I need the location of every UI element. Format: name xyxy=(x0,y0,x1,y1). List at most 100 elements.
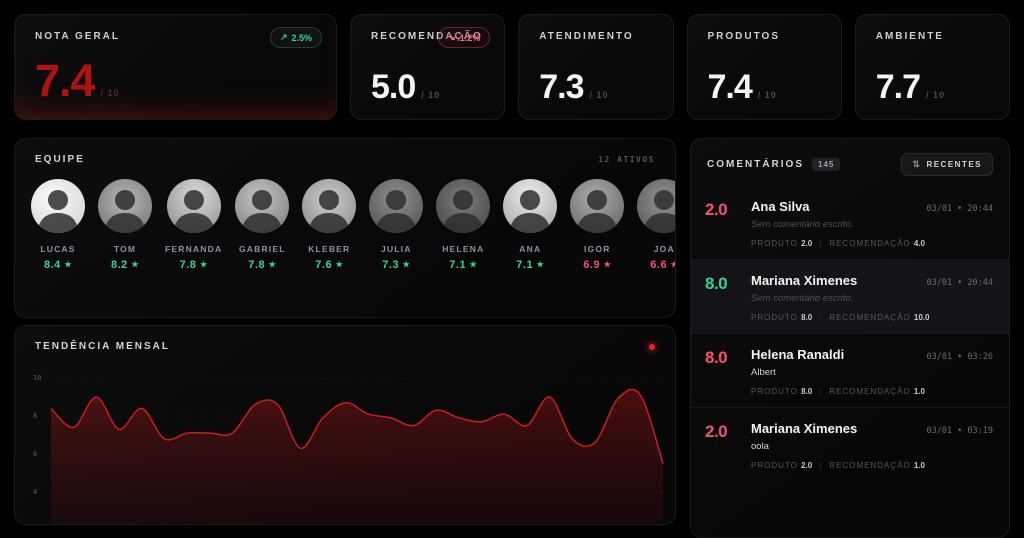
sort-button-label: RECENTES xyxy=(926,160,982,169)
person-icon xyxy=(38,190,78,233)
kpi-card: AMBIENTE 7.7 / 10 xyxy=(854,14,1010,120)
comment-recomendacao: RECOMENDAÇÃO 10.0 xyxy=(829,313,929,322)
meta-divider: | xyxy=(819,387,823,396)
kpi-trend-badge: ↘ 1.2% xyxy=(438,27,491,48)
comment-item[interactable]: 2.0 Ana Silva 03/01 • 20:44 Sem comentár… xyxy=(691,186,1009,259)
recomendacao-label: RECOMENDAÇÃO xyxy=(829,461,911,470)
member-avatar xyxy=(235,179,290,233)
trend-panel: TENDÊNCIA MENSAL 10 8 6 4 xyxy=(14,325,676,525)
kpi-label: AMBIENTE xyxy=(875,31,944,42)
kpi-badge-text: 2.5% xyxy=(291,32,312,43)
kpi-value: 5.0 xyxy=(371,68,416,106)
person-icon xyxy=(577,190,618,233)
kpi-value-suffix: / 10 xyxy=(757,90,777,100)
star-icon: ★ xyxy=(335,260,344,269)
person-icon xyxy=(242,190,283,233)
trend-panel-title: TENDÊNCIA MENSAL xyxy=(35,341,170,352)
member-avatar xyxy=(503,179,558,233)
star-icon: ★ xyxy=(469,260,478,269)
member-name: ANA xyxy=(519,244,542,254)
recomendacao-label: RECOMENDAÇÃO xyxy=(829,239,911,248)
comment-item[interactable]: 2.0 Mariana Ximenes 03/01 • 03:19 oola P… xyxy=(691,407,1009,481)
comment-score: 8.0 xyxy=(705,274,728,293)
comment-author: Ana Silva xyxy=(751,199,810,214)
team-member[interactable]: HELENA 7.1 ★ xyxy=(436,179,491,271)
comment-recomendacao: RECOMENDAÇÃO 1.0 xyxy=(829,387,925,396)
recomendacao-value: 1.0 xyxy=(913,461,925,470)
star-icon: ★ xyxy=(199,260,208,269)
member-score-value: 6.9 xyxy=(583,259,601,271)
meta-divider: | xyxy=(819,239,823,248)
kpi-value: 7.7 xyxy=(875,68,921,106)
recomendacao-label: RECOMENDAÇÃO xyxy=(829,313,911,322)
member-name: JULIA xyxy=(381,244,412,254)
trend-legend-dot-icon xyxy=(649,343,655,350)
recomendacao-value: 10.0 xyxy=(913,313,930,322)
member-score: 7.6 ★ xyxy=(315,259,343,271)
trend-chart: 10 8 6 4 xyxy=(33,374,664,524)
produto-label: PRODUTO xyxy=(751,313,798,322)
recomendacao-value: 4.0 xyxy=(913,239,925,248)
kpi-card: RECOMENDAÇÃO ↘ 1.2% 5.0 / 10 xyxy=(350,14,506,120)
trend-line xyxy=(50,388,664,464)
team-member[interactable]: GABRIEL 7.8 ★ xyxy=(235,179,290,271)
comment-author: Helena Ranaldi xyxy=(751,347,845,362)
comment-item[interactable]: 8.0 Mariana Ximenes 03/01 • 20:44 Sem co… xyxy=(691,259,1009,333)
produto-value: 8.0 xyxy=(801,313,813,322)
member-score: 7.8 ★ xyxy=(248,259,276,271)
person-icon xyxy=(644,190,675,233)
member-name: JOA xyxy=(653,244,675,254)
team-member[interactable]: FERNANDA 7.8 ★ xyxy=(165,179,222,271)
comment-author: Mariana Ximenes xyxy=(751,421,858,436)
team-member[interactable]: JOA 6.6 ★ xyxy=(637,179,675,271)
team-panel: EQUIPE 12 ATIVOS LUCAS 8.4 ★ TOM 8.2 ★ xyxy=(14,138,676,318)
team-member-list: LUCAS 8.4 ★ TOM 8.2 ★ FERNANDA 7.8 ★ xyxy=(15,165,675,271)
kpi-label: NOTA GERAL xyxy=(35,31,120,42)
member-score-value: 7.6 xyxy=(315,259,333,271)
team-member[interactable]: TOM 8.2 ★ xyxy=(98,179,152,271)
kpi-value-suffix: / 10 xyxy=(589,90,609,100)
member-name: KLEBER xyxy=(308,244,351,254)
sort-icon: ⇅ xyxy=(912,159,922,169)
comment-recomendacao: RECOMENDAÇÃO 4.0 xyxy=(829,239,925,248)
svg-text:6: 6 xyxy=(33,450,37,458)
star-icon: ★ xyxy=(671,260,675,269)
star-icon: ★ xyxy=(268,260,277,269)
member-name: TOM xyxy=(113,244,137,254)
meta-divider: | xyxy=(819,313,823,322)
comment-produto: PRODUTO 2.0 xyxy=(751,461,812,470)
comment-produto: PRODUTO 8.0 xyxy=(751,313,812,322)
star-icon: ★ xyxy=(402,260,411,269)
team-active-count: 12 ATIVOS xyxy=(598,155,655,164)
kpi-card: NOTA GERAL ↗ 2.5% 7.4 / 10 xyxy=(14,14,337,120)
team-member[interactable]: ANA 7.1 ★ xyxy=(503,179,558,271)
star-icon: ★ xyxy=(131,260,140,269)
kpi-value: 7.4 xyxy=(707,68,753,106)
produto-value: 8.0 xyxy=(801,387,813,396)
produto-label: PRODUTO xyxy=(751,239,798,248)
team-member[interactable]: KLEBER 7.6 ★ xyxy=(302,179,357,271)
comments-count-badge: 145 xyxy=(812,158,841,171)
comment-item[interactable]: 8.0 Helena Ranaldi 03/01 • 03:26 Albert … xyxy=(691,333,1009,407)
team-member[interactable]: JULIA 7.3 ★ xyxy=(369,179,424,271)
member-name: IGOR xyxy=(584,244,611,254)
member-score: 7.3 ★ xyxy=(382,259,410,271)
member-score: 8.2 ★ xyxy=(111,259,139,271)
recomendacao-label: RECOMENDAÇÃO xyxy=(829,387,911,396)
member-score: 8.4 ★ xyxy=(44,259,72,271)
produto-value: 2.0 xyxy=(801,461,813,470)
kpi-value: 7.4 xyxy=(35,55,96,106)
comment-score: 2.0 xyxy=(705,422,728,441)
member-score-value: 7.8 xyxy=(248,259,266,271)
team-member[interactable]: LUCAS 8.4 ★ xyxy=(31,179,85,271)
member-score-value: 7.1 xyxy=(516,259,534,271)
member-score-value: 6.6 xyxy=(650,259,668,271)
member-avatar xyxy=(302,179,357,233)
person-icon xyxy=(510,190,551,233)
produto-label: PRODUTO xyxy=(751,461,798,470)
team-member[interactable]: IGOR 6.9 ★ xyxy=(570,179,625,271)
kpi-card: ATENDIMENTO 7.3 / 10 xyxy=(518,14,674,120)
comments-list[interactable]: 2.0 Ana Silva 03/01 • 20:44 Sem comentár… xyxy=(691,186,1009,481)
sort-recent-button[interactable]: ⇅ RECENTES xyxy=(901,153,993,176)
person-icon xyxy=(443,190,484,233)
